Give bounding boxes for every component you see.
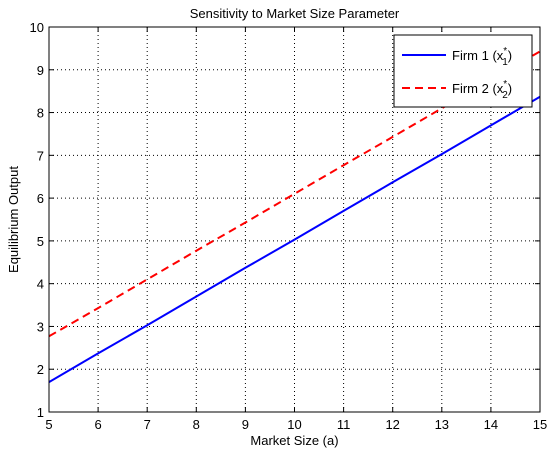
- x-tick-label: 9: [242, 417, 249, 432]
- chart-title: Sensitivity to Market Size Parameter: [190, 6, 400, 21]
- x-tick-label: 13: [435, 417, 449, 432]
- legend-label-firm-2: Firm 2 (x* 2): [452, 79, 512, 101]
- x-tick-label: 6: [94, 417, 101, 432]
- series-line-firm-1: [48, 95, 541, 383]
- legend-box: [393, 34, 533, 108]
- y-tick-label: 6: [37, 191, 44, 206]
- grid: [49, 27, 540, 412]
- y-tick-label: 4: [37, 277, 44, 292]
- x-tick-label: 14: [484, 417, 498, 432]
- plot-area: [48, 26, 541, 413]
- x-tick-label: 10: [287, 417, 301, 432]
- y-tick-labels: 1 2 3 4 5 6 7 8 9 10: [30, 20, 44, 420]
- legend-label-firm-1: Firm 1 (x* 1): [452, 46, 512, 68]
- x-tick-label: 11: [337, 417, 351, 432]
- y-tick-label: 3: [37, 319, 44, 334]
- x-tick-label: 5: [45, 417, 52, 432]
- x-tick-label: 8: [193, 417, 200, 432]
- x-tick-label: 7: [144, 417, 151, 432]
- x-axis-title: Market Size (a): [250, 433, 338, 448]
- y-tick-label: 2: [37, 362, 44, 377]
- y-tick-label: 8: [37, 106, 44, 121]
- y-tick-label: 10: [30, 20, 44, 35]
- x-tick-label: 12: [385, 417, 399, 432]
- x-tick-labels: 5 6 7 8 9 10 11 12 13 14 15: [45, 417, 547, 432]
- y-tick-label: 9: [37, 63, 44, 78]
- legend: Firm 1 (x* 1) Firm 2 (x* 2): [393, 34, 533, 108]
- x-tick-label: 15: [533, 417, 547, 432]
- y-tick-label: 5: [37, 234, 44, 249]
- y-tick-label: 1: [37, 405, 44, 420]
- y-axis-title: Equilibrium Output: [6, 166, 21, 273]
- y-tick-label: 7: [37, 148, 44, 163]
